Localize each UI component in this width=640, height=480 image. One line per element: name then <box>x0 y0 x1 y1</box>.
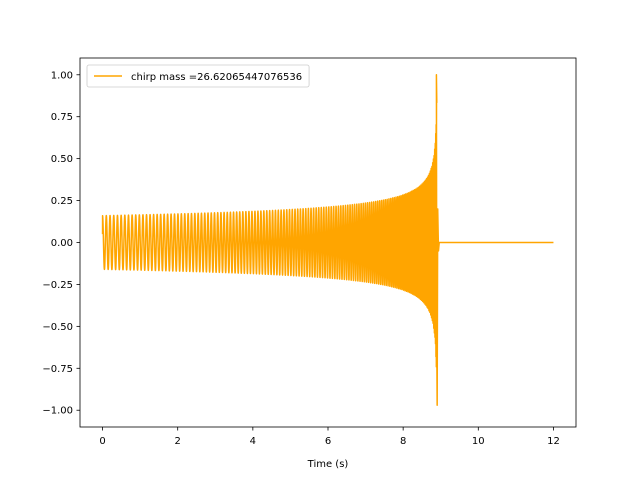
x-tick-label: 8 <box>400 436 406 447</box>
y-tick-label: 1.00 <box>51 70 73 81</box>
x-tick-label: 0 <box>99 436 105 447</box>
legend: chirp mass =26.62065447076536 <box>86 64 310 88</box>
x-axis: 0 2 4 6 8 10 12 <box>99 427 560 447</box>
y-tick-label: 0.25 <box>51 196 73 207</box>
x-tick-label: 4 <box>250 436 256 447</box>
y-tick-label: −0.75 <box>42 364 73 375</box>
y-tick-label: 0.50 <box>51 154 73 165</box>
y-tick-label: −0.50 <box>42 322 73 333</box>
y-tick-label: −0.25 <box>42 280 73 291</box>
y-tick-label: 0.75 <box>51 112 73 123</box>
x-tick-label: 6 <box>325 436 331 447</box>
legend-box <box>86 64 310 88</box>
series-line <box>101 74 554 406</box>
legend-label: chirp mass =26.62065447076536 <box>131 72 302 83</box>
y-tick-label: −1.00 <box>42 406 73 417</box>
x-axis-label: Time (s) <box>307 459 349 470</box>
plot-content <box>101 74 554 406</box>
x-tick-label: 12 <box>547 436 560 447</box>
x-tick-label: 10 <box>472 436 485 447</box>
x-tick-label: 2 <box>175 436 181 447</box>
y-axis: 1.00 0.75 0.50 0.25 0.00 −0.25 −0.50 −0.75 −1.00 <box>42 70 80 417</box>
y-tick-label: 0.00 <box>51 238 73 249</box>
